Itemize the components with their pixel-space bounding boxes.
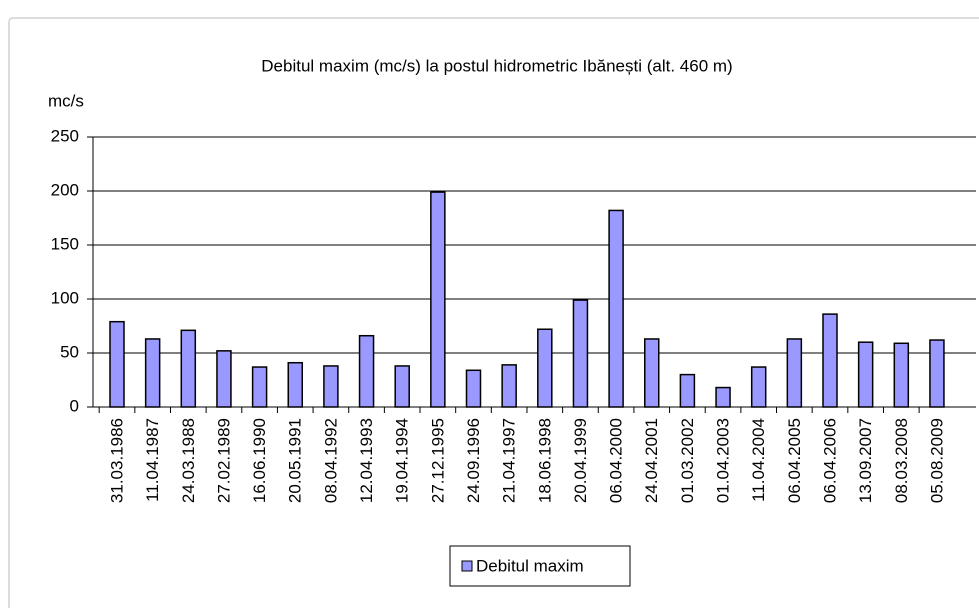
- bar: [180, 329, 197, 408]
- x-tick-label: 24.09.1996: [464, 418, 483, 503]
- y-tick-label: 0: [70, 396, 79, 415]
- y-tick-label: 200: [51, 180, 79, 199]
- bar: [394, 365, 410, 408]
- chart-frame: [8, 17, 979, 608]
- bar: [501, 364, 517, 408]
- bar: [715, 386, 731, 408]
- x-tick-label: 24.04.2001: [642, 418, 661, 503]
- x-tick-label: 06.04.2006: [820, 418, 839, 503]
- bar: [608, 209, 624, 408]
- x-tick-label: 20.04.1999: [571, 418, 590, 503]
- bar: [750, 366, 767, 408]
- bar: [358, 334, 375, 408]
- legend-box: [449, 545, 631, 587]
- bar: [287, 361, 303, 408]
- y-tick-label: 150: [51, 234, 79, 253]
- x-tick-label: 06.04.2000: [607, 418, 626, 503]
- x-tick-label: 16.06.1990: [250, 418, 269, 503]
- legend-label: Debitul maxim: [476, 556, 584, 575]
- bar: [323, 365, 339, 408]
- x-tick-label: 24.03.1988: [179, 418, 198, 503]
- bar: [216, 350, 232, 408]
- x-tick-label: 31.03.1986: [107, 418, 126, 503]
- x-tick-label: 27.02.1989: [214, 418, 233, 503]
- bar: [109, 320, 125, 408]
- bar: [465, 369, 482, 408]
- bar: [537, 328, 553, 408]
- x-tick-label: 08.04.1992: [321, 418, 340, 503]
- chart-title: Debitul maxim (mc/s) la postul hidrometr…: [261, 56, 732, 75]
- x-tick-label: 11.04.2004: [749, 418, 768, 502]
- x-tick-label: 20.05.1991: [286, 418, 305, 503]
- x-tick-label: 18.06.1998: [535, 418, 554, 503]
- bar: [644, 338, 660, 408]
- x-tick-label: 08.03.2008: [892, 418, 911, 503]
- x-tick-label: 06.04.2005: [785, 418, 804, 503]
- x-tick-label: 01.04.2003: [714, 418, 733, 503]
- x-tick-label: 19.04.1994: [393, 418, 412, 503]
- bar: [857, 341, 874, 408]
- bar: [893, 342, 910, 408]
- x-tick-label: 05.08.2009: [927, 418, 946, 503]
- bar: [679, 373, 696, 408]
- y-tick-label: 50: [60, 342, 79, 361]
- x-tick-label: 27.12.1995: [428, 418, 447, 503]
- y-axis-label: mc/s: [48, 91, 84, 110]
- y-tick-label: 100: [51, 288, 79, 307]
- bar: [786, 338, 803, 408]
- x-tick-label: 01.03.2002: [678, 418, 697, 503]
- legend-swatch: [461, 560, 473, 572]
- bar: [430, 191, 446, 408]
- bar: [822, 313, 838, 408]
- x-tick-label: 13.09.2007: [856, 418, 875, 503]
- y-tick-label: 250: [51, 126, 79, 145]
- x-tick-label: 12.04.1993: [357, 418, 376, 503]
- bar: [251, 366, 268, 408]
- bar: [144, 338, 161, 408]
- x-tick-label: 21.04.1997: [500, 418, 519, 503]
- bar: [572, 299, 589, 408]
- bar: [929, 339, 945, 408]
- x-tick-label: 11.04.1987: [143, 418, 162, 502]
